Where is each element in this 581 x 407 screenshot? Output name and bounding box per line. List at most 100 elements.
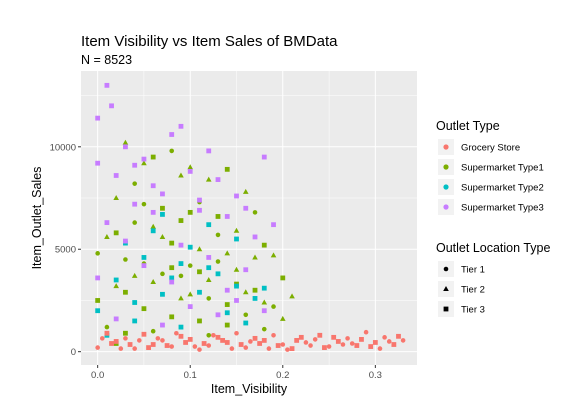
point-supermarket-type1 <box>289 293 295 299</box>
point-supermarket-type1 <box>113 283 119 289</box>
point-grocery-store <box>160 338 165 343</box>
point-supermarket-type2 <box>113 277 119 283</box>
point-grocery-store <box>224 340 230 345</box>
legend-key-shape <box>443 306 449 312</box>
point-grocery-store <box>127 342 133 347</box>
x-tick-label: 0.1 <box>184 370 197 381</box>
point-grocery-store <box>187 336 193 342</box>
point-supermarket-type3 <box>123 238 128 244</box>
point-supermarket-type3 <box>95 115 101 121</box>
point-grocery-store <box>109 341 114 346</box>
point-supermarket-type1 <box>261 242 267 248</box>
point-supermarket-type1 <box>141 201 147 207</box>
point-grocery-store <box>201 341 207 346</box>
point-supermarket-type3 <box>187 304 193 310</box>
point-supermarket-type1 <box>141 306 147 312</box>
point-supermarket-type1 <box>123 289 128 295</box>
legend: Outlet Type Grocery Store Supermarket Type… <box>436 119 550 317</box>
point-supermarket-type1 <box>160 271 165 277</box>
point-grocery-store <box>164 343 170 348</box>
point-grocery-store <box>363 329 369 335</box>
point-supermarket-type1 <box>169 314 175 320</box>
point-grocery-store <box>192 344 198 349</box>
point-supermarket-type1 <box>270 252 277 258</box>
point-supermarket-type2 <box>169 275 175 281</box>
point-grocery-store <box>155 336 161 341</box>
point-supermarket-type1 <box>160 205 165 211</box>
point-supermarket-type2 <box>224 310 230 316</box>
point-supermarket-type3 <box>160 322 165 328</box>
point-grocery-store <box>312 337 318 342</box>
point-supermarket-type3 <box>169 279 175 285</box>
point-supermarket-type1 <box>197 269 202 275</box>
point-supermarket-type2 <box>132 300 138 305</box>
point-supermarket-type3 <box>234 193 239 199</box>
legend-key-color <box>443 164 449 170</box>
point-grocery-store <box>104 330 110 336</box>
legend-key-shape <box>443 286 449 291</box>
point-grocery-store <box>174 330 179 336</box>
point-grocery-store <box>206 343 212 348</box>
legend-label: Supermarket Type3 <box>461 203 544 214</box>
point-supermarket-type1 <box>123 257 128 262</box>
point-grocery-store <box>285 347 290 352</box>
point-grocery-store <box>331 334 337 340</box>
point-supermarket-type3 <box>150 183 156 189</box>
point-grocery-store <box>238 342 244 347</box>
point-supermarket-type3 <box>123 144 128 150</box>
point-supermarket-type3 <box>224 287 230 293</box>
chart-subtitle: N = 8523 <box>81 53 132 67</box>
point-supermarket-type3 <box>271 222 276 228</box>
point-supermarket-type2 <box>197 289 202 295</box>
point-grocery-store <box>382 335 387 340</box>
point-supermarket-type3 <box>234 298 239 303</box>
point-supermarket-type1 <box>206 296 212 301</box>
point-supermarket-type1 <box>169 148 175 154</box>
legend-key-shape <box>443 266 449 272</box>
point-supermarket-type1 <box>252 210 258 215</box>
point-supermarket-type1 <box>169 240 175 246</box>
point-supermarket-type3 <box>178 242 184 248</box>
point-supermarket-type3 <box>261 308 267 314</box>
point-supermarket-type1 <box>206 332 212 338</box>
x-axis-title: Item_Visibility <box>211 382 288 396</box>
point-supermarket-type1 <box>243 312 249 318</box>
point-supermarket-type1 <box>150 328 156 334</box>
point-supermarket-type1 <box>242 188 249 194</box>
point-supermarket-type1 <box>131 272 138 278</box>
point-grocery-store <box>298 334 304 340</box>
point-supermarket-type2 <box>160 291 165 297</box>
point-supermarket-type2 <box>132 318 138 324</box>
point-supermarket-type1 <box>224 166 230 172</box>
point-supermarket-type3 <box>197 207 202 213</box>
point-supermarket-type1 <box>132 181 137 186</box>
point-grocery-store <box>275 343 281 348</box>
point-supermarket-type1 <box>196 246 203 252</box>
point-grocery-store <box>183 340 188 345</box>
point-supermarket-type1 <box>187 263 193 268</box>
x-tick-label: 0.3 <box>369 370 382 381</box>
point-supermarket-type1 <box>280 275 286 281</box>
point-grocery-store <box>178 333 184 339</box>
legend-key-color <box>443 204 449 210</box>
point-supermarket-type3 <box>243 205 249 211</box>
point-supermarket-type3 <box>95 160 101 166</box>
point-grocery-store <box>132 346 137 351</box>
point-supermarket-type1 <box>178 273 184 279</box>
point-supermarket-type3 <box>252 234 258 240</box>
point-grocery-store <box>326 344 332 349</box>
point-supermarket-type1 <box>132 220 137 225</box>
chart-title: Item Visibility vs Item Sales of BMData <box>81 33 338 50</box>
legend-label: Supermarket Type1 <box>461 163 544 174</box>
point-supermarket-type1 <box>150 154 156 160</box>
point-supermarket-type3 <box>206 255 212 260</box>
point-grocery-store <box>377 346 383 351</box>
point-supermarket-type3 <box>243 267 249 273</box>
point-grocery-store <box>257 341 263 346</box>
point-grocery-store <box>340 342 346 347</box>
point-supermarket-type2 <box>150 228 156 234</box>
point-supermarket-type1 <box>141 160 147 166</box>
point-grocery-store <box>322 345 327 350</box>
point-supermarket-type3 <box>132 201 138 207</box>
